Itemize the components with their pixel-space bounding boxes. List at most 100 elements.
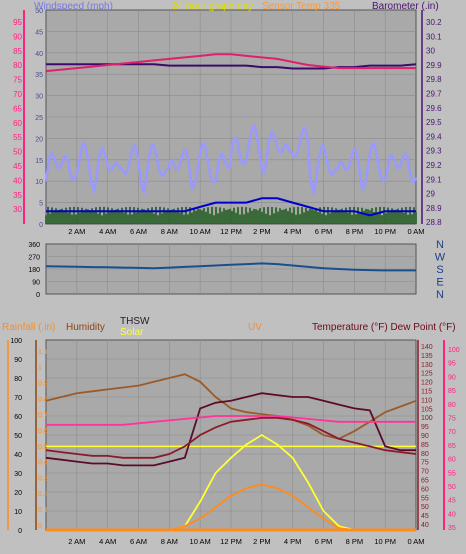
tick-label-p1-right: 29.7	[426, 90, 442, 99]
tick-label-p1-left: 60	[13, 119, 22, 128]
compass-label: W	[435, 252, 446, 264]
tick-label-p3-rain: 0.5	[38, 444, 48, 451]
tick-label-p2: 90	[32, 280, 40, 287]
tick-label-p1-left: 30	[13, 205, 22, 214]
tick-label-p1-inner: 30	[35, 94, 43, 101]
tick-label-p3-dew: 95	[448, 361, 456, 368]
tick-label-p3-temp: 80	[421, 451, 429, 458]
x-tick-label-p1: 2 AM	[68, 227, 85, 236]
x-tick-label-p1: 8 PM	[346, 227, 364, 236]
x-tick-label-p3: 6 AM	[130, 537, 147, 546]
tick-label-p3-left: 90	[14, 357, 22, 364]
tick-label-p3-temp: 110	[421, 397, 432, 404]
tick-label-p3-rain: 0.6	[38, 428, 48, 435]
x-tick-label-p3: 12 PM	[220, 537, 242, 546]
x-tick-label-p3: 6 PM	[315, 537, 333, 546]
tick-label-p3-temp: 50	[421, 504, 429, 511]
x-tick-label-p1: 0 AM	[407, 227, 424, 236]
tick-label-p2: 180	[28, 267, 40, 274]
x-tick-label-p1: 6 AM	[130, 227, 147, 236]
tick-label-p3-temp: 75	[421, 460, 429, 467]
label-thsw: THSW	[120, 316, 150, 327]
tick-label-p3-left: 100	[10, 338, 22, 345]
tick-label-p3-rain: 0.9	[38, 381, 48, 388]
tick-label-p1-inner: 35	[35, 72, 43, 79]
tick-label-p1-left: 75	[13, 76, 22, 85]
tick-label-p3-rain: 0.3	[38, 475, 48, 482]
tick-label-p3-temp: 65	[421, 478, 429, 485]
tick-label-p1-left: 55	[13, 133, 22, 142]
tick-label-p3-dew: 75	[448, 416, 456, 423]
tick-label-p1-right: 29.3	[426, 147, 442, 156]
label-barometer: Barometer (.in)	[372, 1, 439, 12]
tick-label-p3-temp: 105	[421, 406, 433, 413]
label-rainfall: Rainfall (.in)	[2, 322, 55, 333]
tick-label-p3-temp: 115	[421, 389, 432, 396]
x-tick-label-p1: 6 PM	[315, 227, 333, 236]
tick-label-p1-left: 85	[13, 47, 22, 56]
tick-label-p3-temp: 40	[421, 522, 429, 529]
label-solar: Solar	[120, 327, 144, 338]
tick-label-p3-left: 60	[14, 414, 22, 421]
x-tick-label-p1: 4 PM	[284, 227, 302, 236]
label-temp-dew: Temperature (°F) Dew Point (°F)	[312, 322, 456, 333]
tick-label-p1-inner: 50	[35, 8, 43, 15]
x-tick-label-p3: 2 PM	[253, 537, 271, 546]
tick-label-p3-rain: 0.4	[38, 460, 48, 467]
tick-label-p3-left: 70	[14, 395, 22, 402]
tick-label-p3-temp: 85	[421, 442, 429, 449]
x-tick-label-p3: 10 PM	[374, 537, 396, 546]
x-tick-label-p1: 10 PM	[374, 227, 396, 236]
tick-label-p3-temp: 120	[421, 380, 433, 387]
tick-label-p3-dew: 40	[448, 511, 456, 518]
tick-label-p1-right: 30	[426, 47, 435, 56]
tick-label-p3-temp: 60	[421, 486, 429, 493]
tick-label-p3-temp: 55	[421, 495, 429, 502]
tick-label-p3-left: 0	[18, 528, 22, 535]
series-wind-bars	[45, 206, 417, 224]
tick-label-p2: 0	[36, 292, 40, 299]
label-uv: UV	[248, 322, 262, 333]
tick-label-p1-inner: 0	[39, 222, 43, 229]
series-line-p1-0	[46, 197, 416, 217]
compass-label: E	[436, 277, 443, 289]
tick-label-p3-rain: 0	[38, 523, 42, 530]
tick-label-p3-temp: 140	[421, 344, 433, 351]
tick-label-p3-temp: 130	[421, 362, 433, 369]
tick-label-p1-right: 30.1	[426, 32, 442, 41]
tick-label-p3-temp: 70	[421, 469, 429, 476]
tick-label-p1-right: 29.2	[426, 161, 442, 170]
tick-label-p3-dew: 50	[448, 484, 456, 491]
tick-label-p1-left: 70	[13, 90, 22, 99]
x-tick-label-p3: 4 PM	[284, 537, 302, 546]
x-tick-label-p3: 8 AM	[161, 537, 178, 546]
tick-label-p1-left: 50	[13, 148, 22, 157]
x-tick-label-p3: 8 PM	[346, 537, 364, 546]
x-tick-label-p1: 12 PM	[220, 227, 242, 236]
tick-label-p3-dew: 100	[448, 347, 460, 354]
x-tick-label-p1: 10 AM	[190, 227, 211, 236]
tick-label-p1-left: 90	[13, 32, 22, 41]
tick-label-p1-inner: 20	[35, 136, 43, 143]
compass-label: N	[436, 289, 444, 301]
tick-label-p1-right: 28.9	[426, 204, 442, 213]
tick-label-p1-left: 95	[13, 18, 22, 27]
tick-label-p3-dew: 90	[448, 374, 456, 381]
label-humidity: Humidity	[66, 322, 105, 333]
tick-label-p1-inner: 40	[35, 51, 43, 58]
tick-label-p3-rain: 1	[38, 365, 42, 372]
tick-label-p3-dew: 45	[448, 498, 456, 505]
tick-label-p3-left: 20	[14, 490, 22, 497]
tick-label-p3-rain: 1.1	[38, 349, 48, 356]
tick-label-p3-left: 50	[14, 433, 22, 440]
tick-label-p3-left: 40	[14, 452, 22, 459]
tick-label-p3-left: 80	[14, 376, 22, 383]
tick-label-p1-inner: 5	[39, 201, 43, 208]
tick-label-p2: 360	[28, 242, 40, 249]
tick-label-p3-rain: 0.1	[38, 507, 48, 514]
tick-label-p1-right: 29.5	[426, 118, 442, 127]
tick-label-p3-temp: 95	[421, 424, 429, 431]
tick-label-p3-temp: 45	[421, 513, 429, 520]
series-line-p3-4	[46, 415, 416, 426]
tick-label-p3-dew: 60	[448, 457, 456, 464]
